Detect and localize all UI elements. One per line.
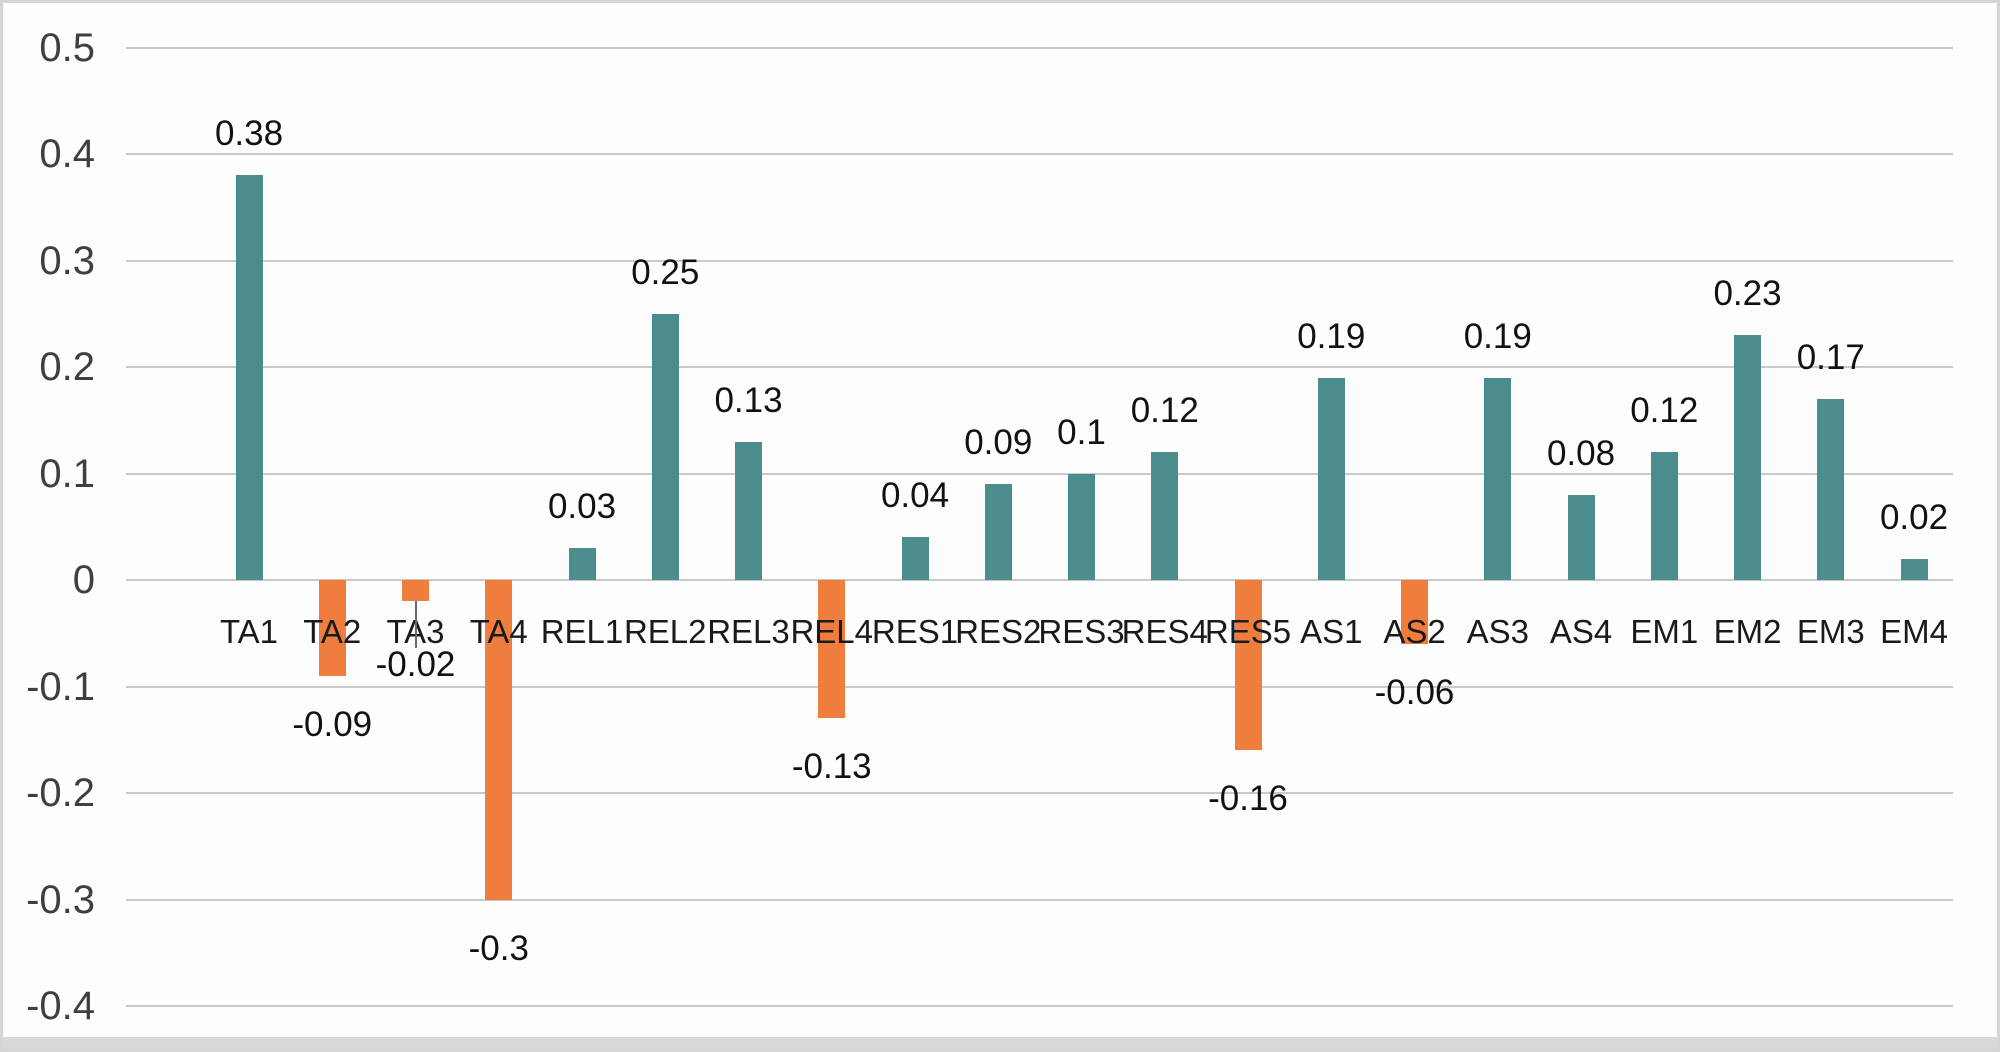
x-axis-category-label: AS1 bbox=[1300, 613, 1363, 650]
data-label-res3: 0.1 bbox=[1057, 412, 1106, 452]
data-label-res5: -0.16 bbox=[1208, 779, 1288, 819]
y-axis-tick-label: -0.1 bbox=[26, 664, 95, 709]
bar-ta3[interactable] bbox=[402, 580, 429, 602]
data-label-as2: -0.06 bbox=[1374, 672, 1455, 712]
y-axis-tick-label: 0.2 bbox=[39, 345, 95, 389]
gridline-0 bbox=[126, 579, 1953, 581]
x-axis-category-label: TA4 bbox=[469, 613, 528, 650]
x-axis-category-label: AS2 bbox=[1383, 613, 1446, 650]
y-axis-tick-label: 0 bbox=[72, 558, 95, 602]
data-label-rel3: 0.13 bbox=[714, 380, 783, 420]
bar-ta4[interactable] bbox=[485, 580, 513, 900]
x-axis-category-label: RES3 bbox=[1038, 613, 1125, 650]
y-axis-tick-label: 0.1 bbox=[39, 451, 95, 496]
gridline--0.1 bbox=[126, 685, 1953, 688]
data-label-rel2: 0.25 bbox=[631, 252, 700, 292]
gridline-0.4 bbox=[126, 153, 1953, 155]
bar-res5[interactable] bbox=[1234, 580, 1262, 751]
data-label-rel4: -0.13 bbox=[791, 747, 872, 787]
data-label-leader-line bbox=[414, 601, 417, 648]
y-axis-tick-label: -0.4 bbox=[26, 984, 95, 1028]
bar-res3[interactable] bbox=[1068, 473, 1095, 580]
bar-rel1[interactable] bbox=[568, 548, 596, 580]
gridline-0.1 bbox=[126, 472, 1953, 475]
x-axis-category-label: REL4 bbox=[790, 613, 874, 650]
data-label-em1: 0.12 bbox=[1630, 391, 1699, 431]
x-axis-category-label: TA2 bbox=[303, 613, 362, 650]
x-axis-category-label: EM4 bbox=[1880, 613, 1948, 650]
data-label-as1: 0.19 bbox=[1297, 316, 1366, 356]
bar-res4[interactable] bbox=[1151, 452, 1179, 580]
x-axis-category-label: RES5 bbox=[1204, 613, 1292, 650]
bar-as4[interactable] bbox=[1567, 494, 1595, 580]
gridline-0.2 bbox=[126, 366, 1953, 368]
data-label-as3: 0.19 bbox=[1463, 316, 1532, 356]
y-axis-tick-label: -0.3 bbox=[26, 877, 95, 922]
gridline--0.2 bbox=[126, 792, 1953, 794]
bar-rel2[interactable] bbox=[651, 313, 679, 580]
bar-em3[interactable] bbox=[1817, 398, 1845, 580]
x-axis-category-label: REL3 bbox=[707, 613, 790, 650]
bar-ta1[interactable] bbox=[235, 175, 263, 580]
data-label-res2: 0.09 bbox=[964, 423, 1033, 463]
gridline-0.5 bbox=[126, 46, 1953, 49]
x-axis-category-label: REL2 bbox=[623, 613, 707, 650]
data-label-rel1: 0.03 bbox=[547, 487, 617, 527]
data-label-res1: 0.04 bbox=[880, 476, 950, 516]
bar-res1[interactable] bbox=[901, 537, 929, 580]
x-axis-category-label: REL1 bbox=[540, 613, 624, 650]
x-axis-category-label: RES1 bbox=[871, 613, 959, 650]
x-axis-category-label: EM3 bbox=[1796, 613, 1865, 650]
data-label-res4: 0.12 bbox=[1130, 391, 1199, 431]
bar-as3[interactable] bbox=[1484, 377, 1512, 580]
data-label-ta2: -0.09 bbox=[292, 704, 373, 744]
y-axis-tick-label: 0.3 bbox=[39, 238, 95, 283]
x-axis-category-label: EM2 bbox=[1713, 613, 1782, 650]
x-axis-category-label: AS4 bbox=[1549, 613, 1613, 650]
x-axis-category-label: TA1 bbox=[219, 613, 279, 650]
bar-as2[interactable] bbox=[1401, 580, 1428, 644]
data-label-ta4: -0.3 bbox=[468, 928, 529, 968]
gridline-0.3 bbox=[126, 259, 1953, 262]
x-axis-category-label: EM1 bbox=[1630, 613, 1699, 650]
bar-rel3[interactable] bbox=[735, 441, 762, 580]
bar-res2[interactable] bbox=[984, 484, 1012, 580]
bar-ta2[interactable] bbox=[318, 580, 346, 676]
bar-em4[interactable] bbox=[1900, 558, 1928, 580]
data-label-ta3: -0.02 bbox=[375, 645, 456, 684]
x-axis-category-label: RES2 bbox=[955, 613, 1042, 650]
x-axis-category-label: AS3 bbox=[1466, 613, 1529, 650]
bar-rel4[interactable] bbox=[818, 580, 846, 719]
gridline--0.3 bbox=[126, 898, 1953, 901]
data-label-as4: 0.08 bbox=[1546, 433, 1616, 473]
data-label-ta1: 0.38 bbox=[214, 114, 284, 154]
data-label-em2: 0.23 bbox=[1713, 274, 1782, 314]
data-label-em4: 0.02 bbox=[1879, 497, 1949, 537]
frame-bottom-strip bbox=[3, 1037, 1997, 1049]
x-axis-category-label: RES4 bbox=[1121, 613, 1208, 650]
bar-em2[interactable] bbox=[1734, 335, 1761, 580]
y-axis-tick-label: 0.5 bbox=[39, 25, 95, 70]
bar-em1[interactable] bbox=[1650, 452, 1678, 580]
y-axis-tick-label: 0.4 bbox=[39, 132, 95, 176]
gridline--0.4 bbox=[126, 1005, 1953, 1007]
y-axis-tick-label: -0.2 bbox=[26, 771, 95, 815]
bar-chart-plot-area: 0.5 0.4 0.3 0.2 0.1 0 -0.1 -0.2 -0.3 -0.4 TA1 0.38 T… bbox=[3, 3, 1997, 1049]
bar-as1[interactable] bbox=[1317, 377, 1345, 580]
data-label-em3: 0.17 bbox=[1796, 337, 1865, 377]
